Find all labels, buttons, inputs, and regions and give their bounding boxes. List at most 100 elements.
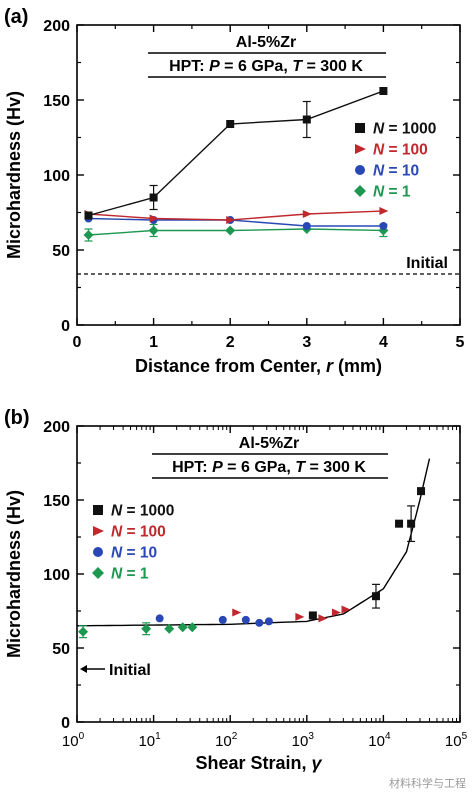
data-point [164,623,175,634]
x-tick-label: 5 [456,334,465,351]
y-tick-label: 150 [43,93,70,110]
x-tick-label: 0 [73,334,82,351]
data-point [407,519,416,528]
legend-marker [93,505,103,515]
data-point [379,207,389,215]
initial-label: Initial [406,255,448,272]
data-point [371,592,380,601]
y-tick-label: 200 [43,419,70,436]
series-n100 [232,605,351,623]
fit-curve [76,458,431,627]
legend-entry: N = 10 [373,163,419,180]
data-point [379,222,388,230]
x-axis-label: Shear Strain, γ [195,753,322,773]
data-point [149,193,158,202]
y-tick-label: 150 [43,493,70,510]
chart-panel-b: (b) 0 50 100 150 200 100 101 102 103 104 105 Shear S… [4,407,468,773]
data-point [218,615,227,624]
legend-marker [354,185,366,197]
data-point [302,210,312,218]
data-point [341,605,351,614]
x-tick-label: 4 [379,334,388,351]
series-line [88,90,384,217]
legend-marker [92,567,104,579]
x-tick-label: 104 [368,731,391,750]
legend-entry: N = 100 [373,142,428,159]
data-point [232,608,242,617]
x-tick-label: 101 [138,731,161,750]
chart-subtitle: HPT: P = 6 GPa, T = 300 K [172,459,366,476]
legend-entry: N = 1 [111,566,149,583]
data-point [226,216,236,224]
y-tick-label: 0 [61,318,70,335]
legend-marker [355,165,365,175]
series-line [88,210,384,221]
legend-entry: N = 1000 [373,121,436,138]
data-point [395,519,404,528]
data-point [308,611,317,620]
data-point [149,214,159,223]
data-point [264,617,273,626]
data-point [241,615,250,624]
x-tick-label: 100 [62,731,85,750]
legend-marker [355,144,366,154]
series-n10 [155,614,273,627]
legend-entry: N = 100 [111,524,166,541]
data-point [155,614,164,623]
legend-entry: N = 10 [111,545,157,562]
data-point [187,622,198,633]
data-point [141,623,152,634]
x-axis-label: Distance from Center, r (mm) [135,356,382,376]
initial-label: Initial [109,662,151,679]
y-axis-label: Microhardness (Hv) [4,91,24,259]
chart-title: Al-5%Zr [236,34,296,51]
panel-label: (a) [4,6,28,28]
legend: N = 1000 N = 100 N = 10 N = 1 [354,121,436,201]
data-point [331,608,341,617]
chart-title: Al-5%Zr [239,435,299,452]
legend-marker [93,547,103,557]
legend-marker [93,526,104,536]
data-point [225,225,236,236]
panel-label: (b) [4,407,30,429]
series-n1000 [308,487,426,620]
x-tick-label: 103 [292,731,315,750]
y-tick-label: 50 [52,641,70,658]
series-n1 [78,622,198,639]
data-point [84,211,93,220]
data-point [318,614,328,623]
series-line [88,228,384,236]
y-tick-label: 0 [61,715,70,732]
legend-marker [355,123,365,133]
data-point [177,622,188,633]
data-point [226,120,235,128]
data-point [255,618,264,627]
x-tick-label: 1 [149,334,158,351]
x-tick-label: 2 [226,334,235,351]
data-point [302,222,311,230]
y-tick-label: 100 [43,168,70,185]
initial-arrow-head [80,665,87,673]
chart-subtitle: HPT: P = 6 GPa, T = 300 K [169,58,363,75]
y-tick-label: 50 [52,243,70,260]
series-n100 [84,207,389,224]
legend-entry: N = 1 [373,184,411,201]
data-point [148,225,159,236]
x-tick-label: 3 [302,334,311,351]
chart-panel-a: (a) 0 50 100 150 200 0 1 2 3 4 5 Distance from Cente… [4,6,465,376]
data-point [83,230,94,240]
data-point [78,626,89,637]
data-point [302,115,311,124]
y-tick-label: 200 [43,18,70,35]
y-tick-label: 100 [43,567,70,584]
data-point [295,612,305,621]
legend-entry: N = 1000 [111,503,174,520]
data-point [379,87,388,95]
watermark: 材料科学与工程 [389,777,466,790]
x-tick-label: 105 [445,731,468,750]
series-n1000 [84,87,388,220]
legend: N = 1000 N = 100 N = 10 N = 1 [92,503,174,583]
x-tick-label: 102 [215,731,238,750]
data-point [417,487,426,496]
